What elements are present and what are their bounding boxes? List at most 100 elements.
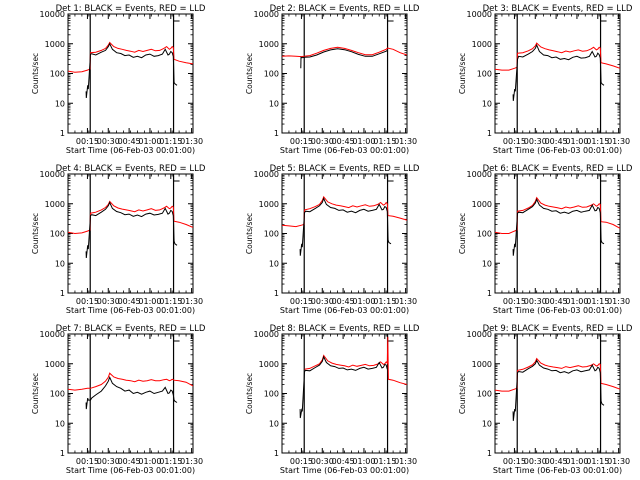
x-tick-label: 00:15 xyxy=(503,297,526,306)
x-tick-label: 01:30 xyxy=(607,137,630,146)
y-tick-label: 100 xyxy=(50,230,65,239)
x-tick-label: 01:00 xyxy=(565,297,588,306)
y-axis-label: Counts/sec xyxy=(458,373,467,414)
time-marker-bracket xyxy=(387,176,394,182)
y-tick-label: 1 xyxy=(487,129,492,138)
x-tick-label: 01:00 xyxy=(352,297,375,306)
x-tick-label: 01:30 xyxy=(180,297,203,306)
y-tick-label: 10 xyxy=(482,99,492,108)
x-tick-label: 01:00 xyxy=(352,457,375,466)
series-line-lld xyxy=(282,46,407,58)
y-tick-label: 1 xyxy=(60,449,65,458)
series-line-lld xyxy=(68,200,193,235)
x-axis-label: Start Time (06-Feb-03 00:01:00) xyxy=(280,306,409,315)
y-tick-label: 1 xyxy=(274,129,279,138)
x-axis-label: Start Time (06-Feb-03 00:01:00) xyxy=(493,466,622,475)
y-tick-label: 100 xyxy=(50,390,65,399)
plot-frame xyxy=(67,333,194,454)
y-tick-label: 1000 xyxy=(45,200,65,209)
x-tick-label: 00:45 xyxy=(118,137,141,146)
y-tick-label: 10000 xyxy=(40,10,65,19)
chart-title: Det 4: BLACK = Events, RED = LLD xyxy=(56,164,206,174)
x-tick-label: 01:00 xyxy=(565,457,588,466)
y-tick-label: 10000 xyxy=(254,330,279,339)
chart-title: Det 8: BLACK = Events, RED = LLD xyxy=(270,324,420,334)
chart-title: Det 6: BLACK = Events, RED = LLD xyxy=(483,164,633,174)
chart-panel-7: 1 10 100 1000 10000 00:1500:3000:4501:0001:15… xyxy=(31,324,206,475)
series-line-events xyxy=(300,48,388,69)
series-line-lld xyxy=(68,372,193,391)
time-marker-bracket xyxy=(387,336,394,342)
x-tick-label: 01:30 xyxy=(180,137,203,146)
y-tick-label: 100 xyxy=(264,230,279,239)
time-marker-bracket xyxy=(387,16,394,22)
x-tick-label: 00:15 xyxy=(503,137,526,146)
x-tick-label: 00:15 xyxy=(503,457,526,466)
y-tick-label: 1 xyxy=(60,129,65,138)
y-tick-label: 1000 xyxy=(259,40,279,49)
series-line-events xyxy=(299,197,392,256)
y-tick-label: 10000 xyxy=(254,170,279,179)
y-tick-label: 100 xyxy=(264,390,279,399)
y-tick-label: 10 xyxy=(269,99,279,108)
y-axis-label: Counts/sec xyxy=(31,373,40,414)
y-axis-label: Counts/sec xyxy=(245,213,254,254)
y-tick-label: 1000 xyxy=(472,360,492,369)
y-tick-label: 1 xyxy=(60,289,65,298)
y-tick-label: 1000 xyxy=(259,360,279,369)
chart-title: Det 3: BLACK = Events, RED = LLD xyxy=(483,4,633,14)
x-tick-label: 01:15 xyxy=(586,457,609,466)
x-tick-label: 00:15 xyxy=(290,137,313,146)
chart-panel-9: 1 10 100 1000 10000 00:1500:3000:4501:0001:15… xyxy=(458,324,633,475)
series-line-events xyxy=(299,355,388,419)
y-tick-label: 10 xyxy=(269,259,279,268)
x-axis-label: Start Time (06-Feb-03 00:01:00) xyxy=(66,466,195,475)
x-tick-label: 00:45 xyxy=(118,457,141,466)
x-tick-label: 00:30 xyxy=(97,137,120,146)
x-tick-label: 00:30 xyxy=(311,457,334,466)
series-line-events xyxy=(85,375,178,410)
y-tick-label: 1000 xyxy=(472,200,492,209)
y-tick-label: 1 xyxy=(274,449,279,458)
chart-title: Det 5: BLACK = Events, RED = LLD xyxy=(270,164,420,174)
x-axis-label: Start Time (06-Feb-03 00:01:00) xyxy=(280,466,409,475)
y-axis-label: Counts/sec xyxy=(245,53,254,94)
chart-title: Det 1: BLACK = Events, RED = LLD xyxy=(56,4,206,14)
y-tick-label: 100 xyxy=(50,70,65,79)
x-tick-label: 01:00 xyxy=(138,457,161,466)
x-tick-label: 00:15 xyxy=(290,297,313,306)
x-tick-label: 01:00 xyxy=(138,297,161,306)
x-tick-label: 00:30 xyxy=(97,297,120,306)
x-tick-label: 00:45 xyxy=(118,297,141,306)
y-tick-label: 100 xyxy=(264,70,279,79)
time-marker-bracket xyxy=(173,176,180,182)
y-tick-label: 100 xyxy=(477,390,492,399)
y-tick-label: 10 xyxy=(55,259,65,268)
y-tick-label: 1000 xyxy=(259,200,279,209)
chart-title: Det 7: BLACK = Events, RED = LLD xyxy=(56,324,206,334)
x-tick-label: 00:45 xyxy=(332,297,355,306)
y-axis-label: Counts/sec xyxy=(458,213,467,254)
y-tick-label: 10000 xyxy=(467,330,492,339)
series-line-events xyxy=(85,201,178,259)
x-tick-label: 00:15 xyxy=(76,297,99,306)
series-line-events xyxy=(85,42,178,99)
x-tick-label: 00:45 xyxy=(332,137,355,146)
x-tick-label: 01:15 xyxy=(373,297,396,306)
y-tick-label: 1 xyxy=(487,289,492,298)
x-tick-label: 00:45 xyxy=(545,457,568,466)
y-tick-label: 1 xyxy=(274,289,279,298)
chart-title: Det 9: BLACK = Events, RED = LLD xyxy=(483,324,633,334)
chart-panel-8: 1 10 100 1000 10000 00:1500:3000:4501:0001:15… xyxy=(245,324,420,475)
series-line-lld xyxy=(495,42,620,71)
chart-title: Det 2: BLACK = Events, RED = LLD xyxy=(270,4,420,14)
x-axis-label: Start Time (06-Feb-03 00:01:00) xyxy=(66,306,195,315)
x-tick-label: 01:15 xyxy=(373,457,396,466)
x-tick-label: 00:15 xyxy=(290,457,313,466)
y-tick-label: 100 xyxy=(477,70,492,79)
x-tick-label: 01:00 xyxy=(565,137,588,146)
y-tick-label: 1000 xyxy=(45,40,65,49)
y-axis-label: Counts/sec xyxy=(458,53,467,94)
x-tick-label: 01:30 xyxy=(607,457,630,466)
